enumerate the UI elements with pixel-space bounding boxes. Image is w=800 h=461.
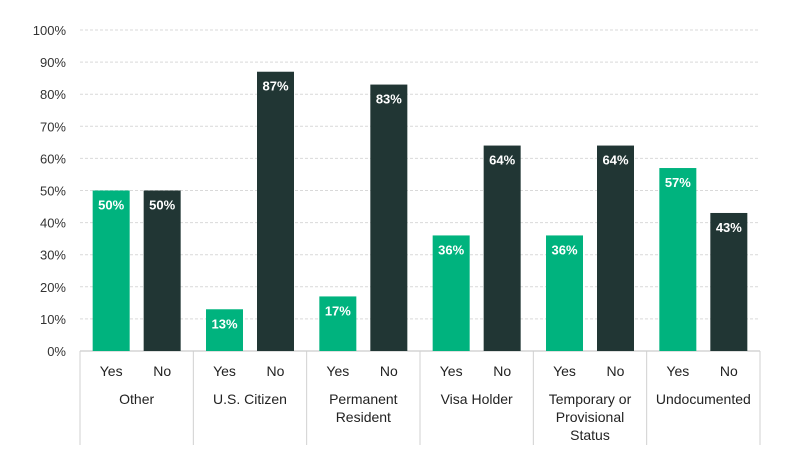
data-label: 17% — [325, 303, 351, 318]
bar-yes — [319, 296, 357, 351]
y-tick-label: 80% — [40, 87, 66, 102]
y-tick-label: 40% — [40, 216, 66, 231]
bar-category-label: No — [493, 363, 511, 379]
bar-category-label: No — [607, 363, 625, 379]
data-label: 50% — [98, 198, 124, 213]
group-label: Temporary or — [549, 391, 632, 407]
bar-no — [710, 212, 748, 351]
data-label: 64% — [489, 153, 515, 168]
bar-category-label: No — [720, 363, 738, 379]
bar-no — [143, 190, 181, 351]
bar-no — [257, 71, 294, 351]
bar-category-label: No — [380, 363, 398, 379]
bar-category-label: No — [267, 363, 285, 379]
bar-category-label: Yes — [213, 363, 236, 379]
group-label: Provisional — [556, 409, 624, 425]
group-label: Undocumented — [656, 391, 751, 407]
data-label: 64% — [602, 153, 628, 168]
bar-yes — [546, 235, 583, 351]
group-label: U.S. Citizen — [213, 391, 287, 407]
data-label: 87% — [262, 79, 288, 94]
y-tick-label: 90% — [40, 55, 66, 70]
bar-yes — [659, 168, 697, 351]
group-label: Status — [570, 427, 610, 443]
group-label: Visa Holder — [441, 391, 513, 407]
bar-category-label: Yes — [326, 363, 349, 379]
data-label: 57% — [665, 175, 691, 190]
data-label: 13% — [211, 316, 237, 331]
data-label: 83% — [376, 92, 402, 107]
bar-category-label: Yes — [100, 363, 123, 379]
bar-yes — [92, 190, 130, 351]
bar-category-label: No — [153, 363, 171, 379]
y-tick-label: 20% — [40, 280, 66, 295]
bar-no — [370, 84, 408, 351]
group-label: Other — [119, 391, 154, 407]
data-label: 36% — [438, 242, 464, 257]
data-label: 50% — [149, 198, 175, 213]
y-tick-label: 60% — [40, 151, 66, 166]
y-tick-label: 30% — [40, 248, 66, 263]
y-tick-label: 100% — [33, 23, 67, 38]
y-tick-label: 50% — [40, 184, 66, 199]
bar-category-label: Yes — [440, 363, 463, 379]
bar-yes — [432, 235, 470, 351]
y-tick-label: 70% — [40, 119, 66, 134]
group-label: Permanent — [329, 391, 398, 407]
bar-no — [483, 145, 521, 351]
data-label: 43% — [716, 220, 742, 235]
y-tick-label: 10% — [40, 312, 66, 327]
y-tick-label: 0% — [47, 344, 66, 359]
bar-no — [597, 145, 634, 351]
bar-category-label: Yes — [553, 363, 576, 379]
group-label: Resident — [336, 409, 391, 425]
data-label: 36% — [551, 242, 577, 257]
bar-yes — [206, 309, 243, 351]
bar-category-label: Yes — [666, 363, 689, 379]
